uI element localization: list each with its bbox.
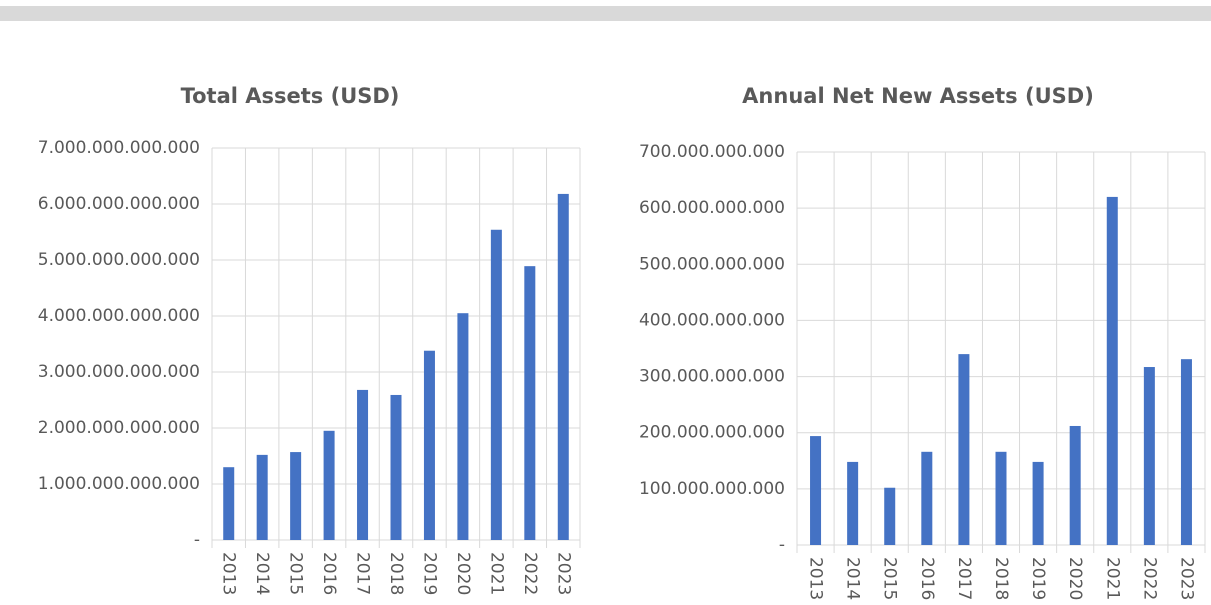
y-tick-label: -: [194, 530, 200, 550]
chart-title: Annual Net New Assets (USD): [742, 84, 1094, 108]
y-tick-label: 200.000.000.000: [639, 423, 785, 443]
x-tick-label: 2014: [843, 557, 863, 600]
bar: [847, 461, 859, 545]
bar: [323, 430, 335, 540]
bar: [995, 451, 1007, 545]
x-tick-label: 2022: [520, 552, 540, 595]
x-tick-label: 2020: [1065, 557, 1085, 600]
y-tick-label: 7.000.000.000.000: [38, 138, 200, 158]
y-tick-label: 500.000.000.000: [639, 254, 785, 274]
x-tick-label: 2021: [1102, 557, 1122, 600]
bar: [1106, 196, 1118, 545]
top-strip: [0, 6, 1211, 21]
x-tick-label: 2018: [386, 552, 406, 595]
x-tick-label: 2019: [1028, 557, 1048, 600]
bar: [921, 451, 933, 545]
x-tick-label: 2013: [806, 557, 826, 600]
x-tick-label: 2017: [353, 552, 373, 595]
chart-title: Total Assets (USD): [181, 84, 400, 108]
y-tick-label: 6.000.000.000.000: [38, 194, 200, 214]
x-tick-label: 2021: [486, 552, 506, 595]
x-tick-label: 2019: [419, 552, 439, 595]
bar: [1180, 359, 1192, 545]
bar: [223, 467, 235, 540]
bar: [1143, 367, 1155, 545]
x-tick-label: 2016: [917, 557, 937, 600]
x-tick-label: 2015: [880, 557, 900, 600]
y-tick-label: 5.000.000.000.000: [38, 250, 200, 270]
bar: [810, 436, 822, 545]
bar: [557, 193, 569, 541]
bar: [490, 229, 502, 540]
y-tick-label: 1.000.000.000.000: [38, 474, 200, 494]
x-tick-label: 2017: [954, 557, 974, 600]
x-tick-label: 2022: [1139, 557, 1159, 600]
bar: [958, 354, 970, 545]
bar: [357, 389, 369, 540]
x-tick-label: 2014: [252, 552, 272, 595]
bar: [884, 487, 896, 545]
x-tick-label: 2023: [1176, 557, 1196, 600]
y-tick-label: 300.000.000.000: [639, 367, 785, 387]
x-tick-label: 2018: [991, 557, 1011, 600]
x-tick-label: 2013: [219, 552, 239, 595]
x-tick-label: 2020: [453, 552, 473, 595]
y-tick-label: -: [779, 535, 785, 555]
x-tick-label: 2015: [286, 552, 306, 595]
y-tick-label: 4.000.000.000.000: [38, 306, 200, 326]
bar: [390, 394, 402, 540]
bar: [423, 350, 435, 540]
bar: [256, 454, 268, 540]
y-tick-label: 100.000.000.000: [639, 479, 785, 499]
bar: [290, 452, 302, 540]
y-tick-label: 3.000.000.000.000: [38, 362, 200, 382]
x-tick-label: 2023: [553, 552, 573, 595]
y-tick-label: 2.000.000.000.000: [38, 418, 200, 438]
y-tick-label: 700.000.000.000: [639, 142, 785, 162]
x-tick-label: 2016: [319, 552, 339, 595]
bar: [524, 266, 536, 540]
y-tick-label: 600.000.000.000: [639, 198, 785, 218]
y-tick-label: 400.000.000.000: [639, 310, 785, 330]
bar: [1069, 425, 1081, 545]
bar: [1032, 461, 1044, 545]
bar: [457, 313, 469, 540]
